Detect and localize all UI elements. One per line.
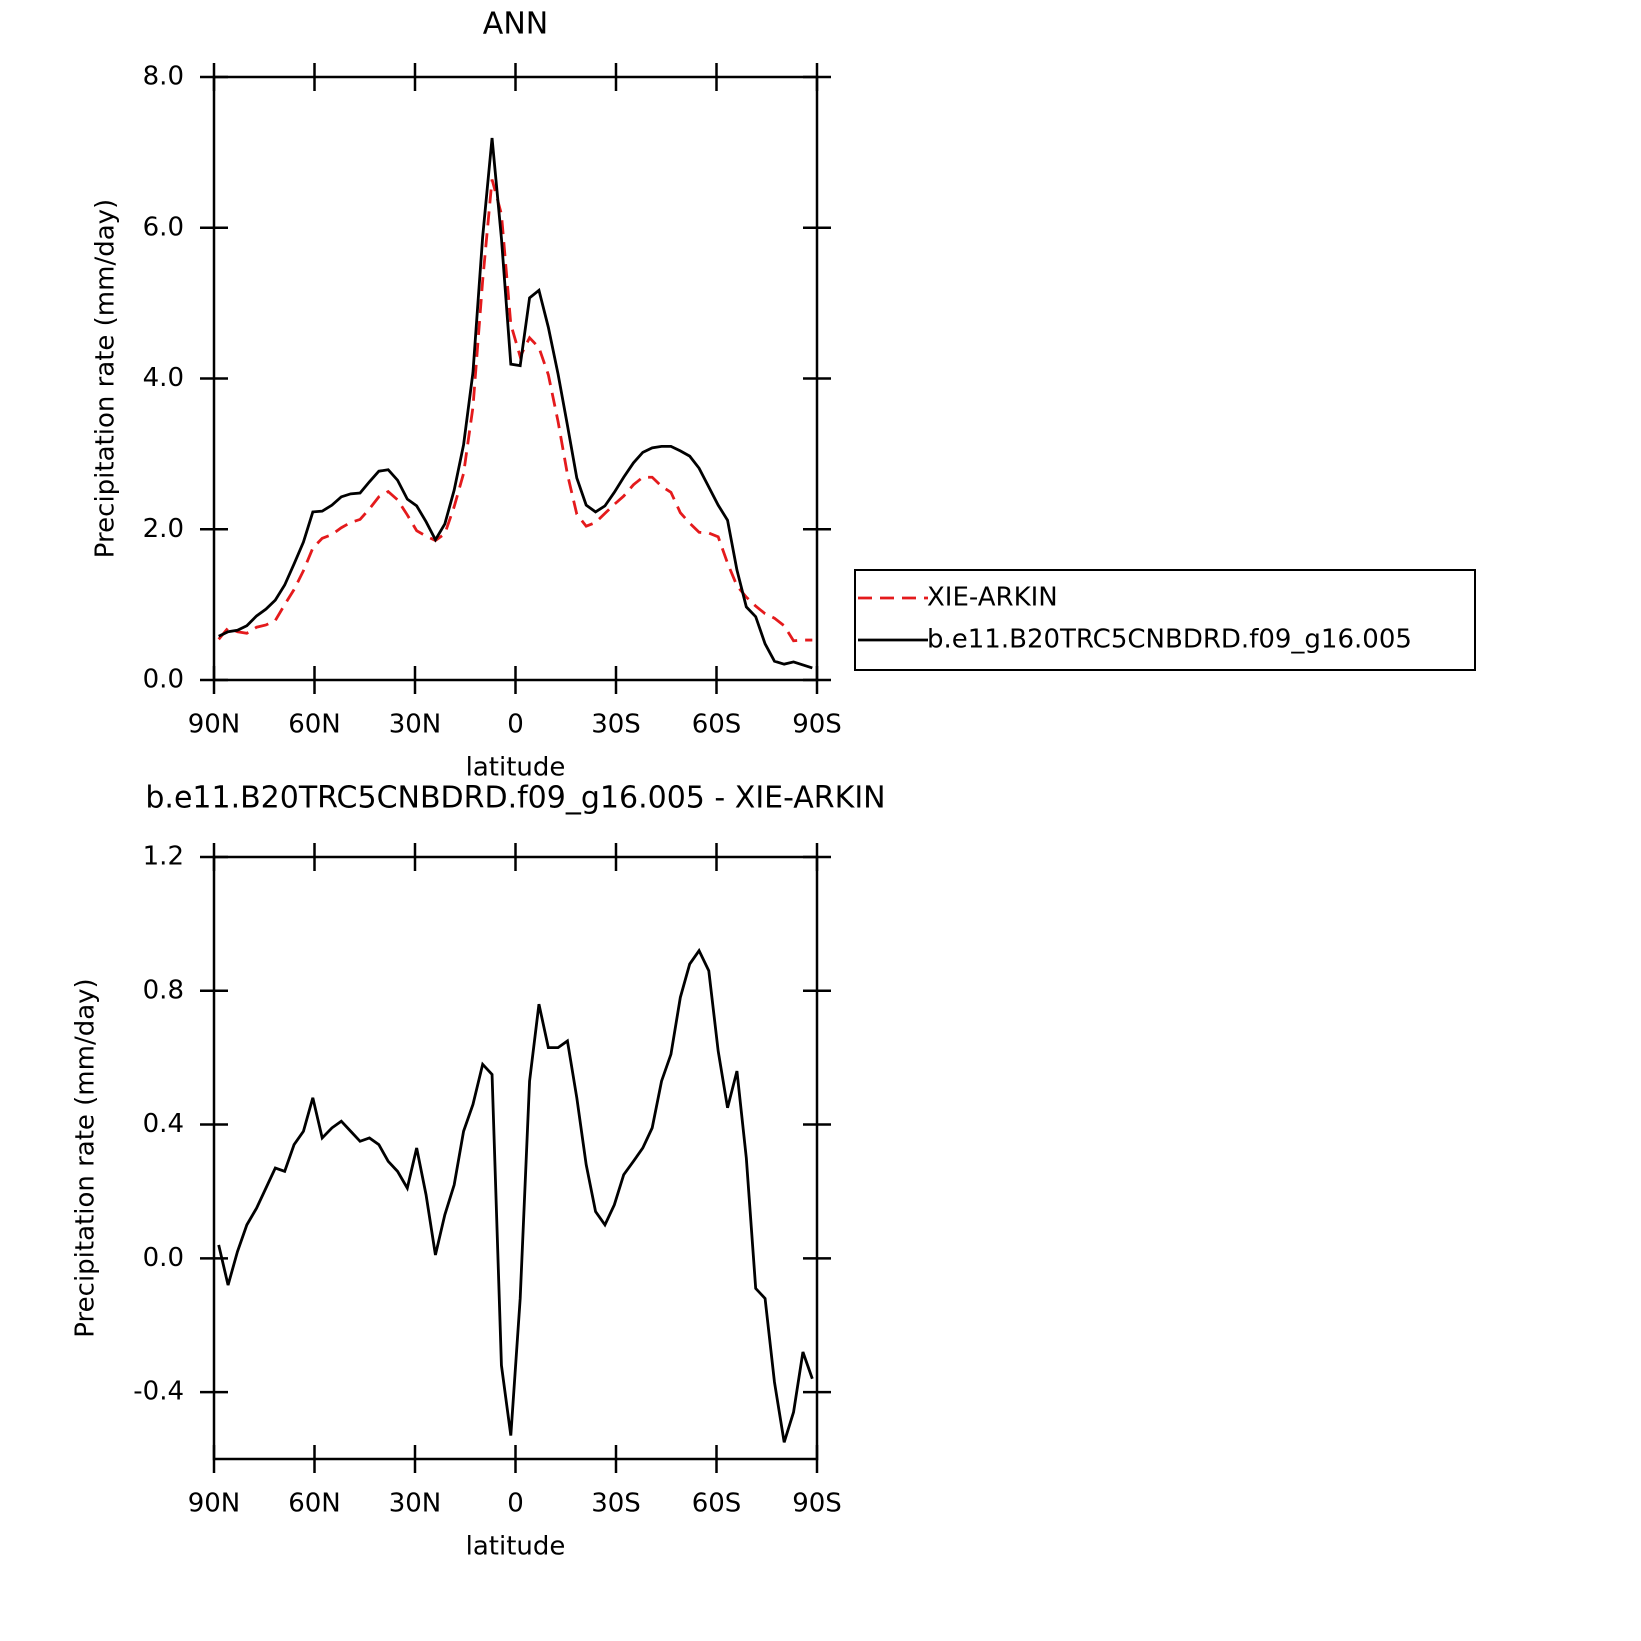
plot-frame (212, 855, 819, 1461)
x-axis-label: latitude (466, 1532, 566, 1562)
y-tick-label: 0.0 (143, 665, 184, 695)
x-tick-label: 60N (288, 1489, 341, 1519)
x-tick-label: 30N (389, 1489, 442, 1519)
x-axis-label: latitude (466, 753, 566, 783)
y-tick-label: 0.0 (143, 1243, 184, 1273)
x-tick-label: 30S (591, 710, 641, 740)
y-tick-label: 4.0 (143, 363, 184, 393)
y-tick-label: 0.4 (143, 1109, 184, 1139)
y-tick-label: 8.0 (143, 62, 184, 92)
x-tick-label: 90N (188, 1489, 241, 1519)
x-tick-label: 30N (389, 710, 442, 740)
data-line (218, 137, 813, 670)
x-tick-label: 90S (792, 1489, 842, 1519)
plot-frame (212, 75, 819, 682)
y-tick-label: 0.8 (143, 975, 184, 1005)
y-axis-label: Precipitation rate (mm/day) (71, 978, 101, 1337)
y-axis-label: Precipitation rate (mm/day) (91, 199, 121, 558)
chart-title: b.e11.B20TRC5CNBDRD.f09_g16.005 - XIE-AR… (145, 781, 885, 816)
y-tick-label: 6.0 (143, 212, 184, 242)
legend-box (854, 569, 1476, 671)
x-tick-label: 0 (507, 710, 524, 740)
chart-title: ANN (483, 7, 548, 42)
x-tick-label: 60S (692, 710, 742, 740)
x-tick-label: 60N (288, 710, 341, 740)
legend-label: b.e11.B20TRC5CNBDRD.f09_g16.005 (927, 625, 1412, 655)
x-tick-label: 90S (792, 710, 842, 740)
data-line (217, 947, 814, 1443)
x-tick-label: 0 (507, 1489, 524, 1519)
x-tick-label: 30S (591, 1489, 641, 1519)
y-tick-label: -0.4 (133, 1377, 184, 1407)
data-line (217, 179, 813, 643)
y-tick-label: 1.2 (143, 842, 184, 872)
legend-label: XIE-ARKIN (927, 583, 1058, 613)
y-tick-label: 2.0 (143, 514, 184, 544)
x-tick-label: 90N (188, 710, 241, 740)
x-tick-label: 60S (692, 1489, 742, 1519)
